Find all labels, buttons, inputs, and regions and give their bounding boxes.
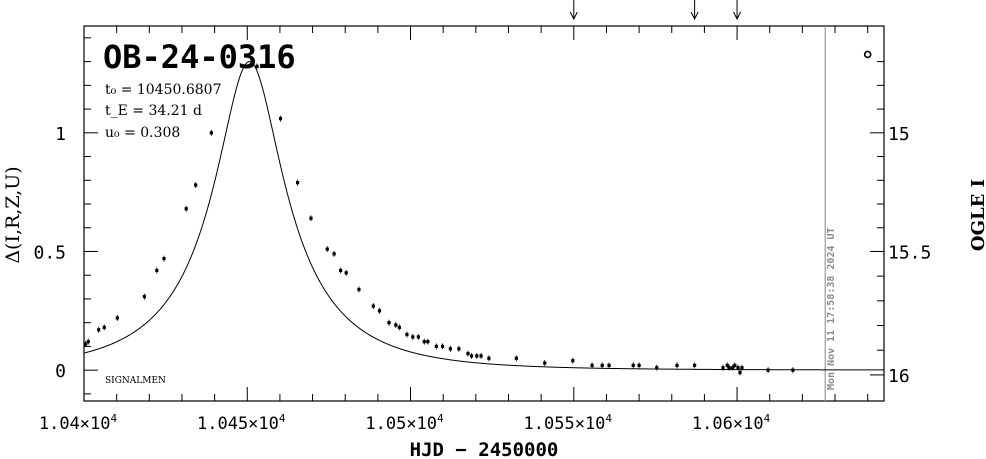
data-point [727, 366, 731, 370]
data-point [738, 370, 742, 375]
data-point [422, 340, 426, 344]
data-point [475, 354, 479, 358]
y-axis-label-right: OGLE I [968, 179, 986, 251]
x-tick-exponent: 4 [111, 412, 118, 425]
data-point [479, 354, 483, 358]
data-point [631, 363, 635, 367]
param-tE: t_E = 34.21 d [105, 103, 202, 119]
axis-ticks-layer: 1.04×104 1.045×104 1.05×104 1.055×104 1.06×1… [33, 26, 931, 434]
data-point [440, 344, 445, 349]
data-point [344, 271, 348, 275]
data-point [405, 332, 409, 337]
data-point [339, 268, 343, 273]
data-point [736, 366, 740, 370]
data-point [693, 363, 697, 367]
x-tick-label: 1.05×104 [365, 412, 444, 434]
model-curve [83, 61, 884, 371]
data-point [387, 321, 391, 325]
model-curve-layer [83, 61, 884, 371]
data-point [448, 347, 452, 351]
data-point [155, 268, 159, 273]
data-point [416, 335, 420, 339]
param-u0: u₀ = 0.308 [105, 125, 180, 141]
data-point [357, 287, 361, 292]
data-point [102, 325, 106, 330]
right-tick-label: 15.5 [888, 242, 931, 263]
data-point [325, 247, 329, 251]
plot-frame [83, 0, 885, 402]
x-tick-exponent: 4 [605, 412, 612, 425]
data-point [115, 316, 119, 320]
axis-labels-layer: OB-24-0316 t₀ = 10450.6807 t_E = 34.21 d… [2, 38, 986, 459]
data-point [142, 294, 147, 299]
data-point [725, 363, 729, 367]
legend-marker [863, 50, 872, 59]
data-point [84, 342, 88, 346]
timestamp-label: Mon Nov 11 17:58:38 2024 UT [826, 227, 837, 390]
corner-label: SIGNALMEN [105, 376, 166, 386]
y-tick-label: 1 [55, 124, 66, 145]
plot-border [83, 25, 885, 402]
x-tick-label: 1.045×104 [197, 412, 286, 434]
data-point [469, 354, 474, 358]
data-point [162, 256, 166, 261]
data-point [730, 366, 735, 370]
data-point [411, 335, 415, 339]
data-point [397, 325, 402, 330]
data-point [543, 361, 547, 365]
data-point [255, 64, 259, 68]
data-point [675, 363, 679, 367]
arrow-head-2 [733, 11, 742, 21]
x-tick-exponent: 4 [279, 412, 286, 425]
y-tick-label: 0 [55, 361, 66, 382]
data-point [600, 363, 604, 367]
data-point [740, 366, 744, 370]
data-point [655, 366, 659, 370]
data-point [457, 347, 461, 351]
data-point [97, 328, 101, 332]
data-point [194, 183, 198, 187]
data-point [86, 340, 90, 344]
x-tick-label: 1.06×104 [692, 412, 771, 434]
x-tick-label: 1.055×104 [524, 412, 613, 434]
data-point [434, 344, 438, 349]
data-point [278, 116, 283, 121]
data-point [394, 323, 398, 327]
x-tick-exponent: 4 [764, 412, 771, 425]
y-axis-label-left: Δ(I,R,Z,U) [2, 166, 24, 263]
x-tick-exponent: 4 [437, 412, 444, 425]
data-point [426, 340, 430, 344]
data-point [466, 351, 470, 356]
data-point [637, 363, 641, 367]
x-tick-label: 1.04×104 [39, 412, 118, 434]
data-point [332, 252, 336, 256]
chart-title: OB-24-0316 [103, 38, 296, 76]
data-point [571, 359, 575, 363]
arrow-head-0 [569, 11, 578, 21]
data-point [295, 181, 300, 185]
data-point [371, 304, 375, 308]
data-point [607, 363, 611, 367]
data-point [514, 356, 518, 360]
param-t0: t₀ = 10450.6807 [105, 82, 221, 98]
data-point [377, 309, 382, 313]
data-point [590, 363, 594, 367]
data-point [209, 131, 213, 135]
data-point [721, 366, 725, 370]
y-tick-label: 0.5 [33, 242, 66, 263]
data-point [733, 363, 737, 367]
arrow-head-1 [690, 11, 699, 21]
x-axis-label: HJD − 2450000 [410, 439, 559, 459]
data-point [184, 207, 188, 211]
data-point [766, 368, 770, 372]
right-tick-label: 15 [888, 124, 910, 145]
data-point [487, 356, 491, 360]
data-point [791, 368, 795, 372]
data-point [309, 216, 313, 220]
right-tick-label: 16 [888, 366, 910, 387]
data-points-layer [84, 63, 795, 376]
